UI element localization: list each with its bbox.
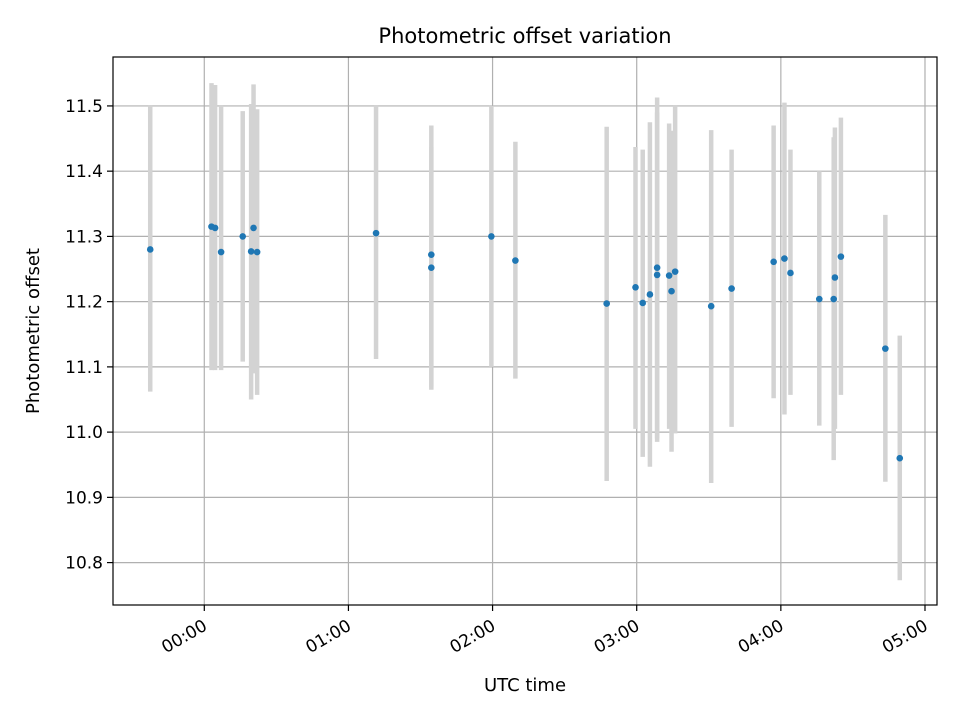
y-tick-label: 11.5 [65, 97, 103, 117]
plot-frame [112, 56, 938, 606]
data-point [253, 248, 261, 256]
data-point [639, 299, 647, 307]
data-point [671, 268, 679, 275]
data-point [428, 251, 435, 258]
data-point [770, 258, 777, 266]
data-point [646, 291, 654, 298]
data-point [815, 295, 823, 303]
data-point [603, 300, 610, 307]
y-tick-label: 11.0 [65, 423, 103, 443]
data-point [632, 283, 639, 291]
data-point [653, 271, 661, 279]
data-point [668, 287, 675, 295]
chart-title: Photometric offset variation [378, 24, 671, 48]
y-axis-ticks: 10.8 10.9 11.0 11.1 11.2 11.3 11.4 11.5 [65, 97, 113, 574]
data-point [512, 257, 519, 264]
data-point [830, 295, 837, 303]
y-axis-label: Photometric offset [23, 248, 44, 414]
data-point [781, 255, 788, 262]
data-point [653, 264, 661, 272]
data-point [787, 269, 794, 277]
data-point [665, 272, 673, 279]
data-point [882, 345, 889, 352]
y-tick-label: 10.8 [65, 554, 103, 574]
y-tick-label: 11.2 [65, 293, 103, 313]
y-tick-label: 11.3 [65, 227, 103, 247]
data-point [831, 274, 839, 281]
data-point [146, 246, 154, 253]
data-point [372, 229, 380, 237]
data-point [707, 302, 715, 310]
data-point [217, 248, 225, 256]
data-point [250, 224, 257, 232]
data-point [488, 233, 495, 240]
data-points [146, 223, 904, 462]
data-point [239, 233, 247, 240]
y-tick-label: 10.9 [65, 488, 103, 508]
data-point [837, 253, 845, 260]
y-tick-label: 11.4 [65, 162, 103, 182]
x-axis-label: UTC time [484, 675, 566, 696]
data-point [428, 264, 435, 272]
data-point [728, 285, 735, 292]
y-tick-label: 11.1 [65, 358, 103, 378]
data-point [896, 454, 904, 462]
data-point [247, 248, 255, 255]
data-point [211, 224, 219, 232]
